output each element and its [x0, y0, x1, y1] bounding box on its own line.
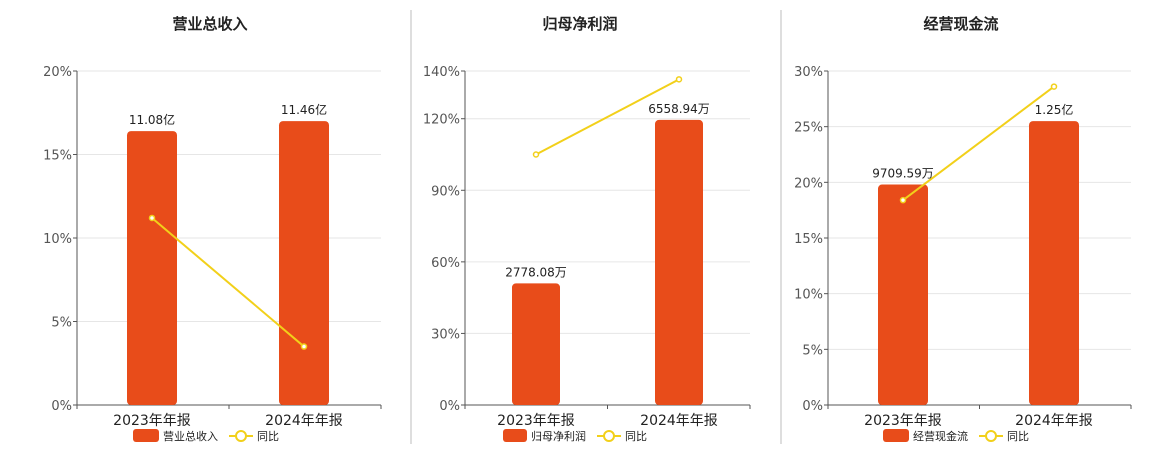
x-tick-label: 2023年年报 [864, 413, 942, 429]
chart-title: 经营现金流 [923, 15, 998, 33]
legend: 营业总收入 同比 [133, 429, 279, 443]
bar-data-label: 2778.08万 [505, 265, 567, 279]
legend-swatch-bar[interactable] [503, 429, 527, 442]
x-tick-label: 2024年年报 [1015, 413, 1093, 429]
yoy-point[interactable] [148, 214, 156, 222]
y-tick-label: 15% [43, 149, 72, 164]
y-tick-label: 30% [431, 327, 460, 342]
legend-swatch-bar[interactable] [883, 429, 909, 442]
yoy-point[interactable] [532, 151, 540, 158]
legend-label-bar: 经营现金流 [913, 429, 968, 443]
legend-label-line: 同比 [1007, 430, 1029, 443]
chart-panel-2: 归母净利润 0% 30% 60% 90% 120% 140% 2778.08万 6558.94万… [423, 15, 751, 443]
bar[interactable] [512, 283, 560, 405]
y-tick-label: 140% [423, 65, 460, 80]
y-tick-label: 10% [794, 288, 823, 303]
legend-label-line: 同比 [257, 430, 279, 443]
bar-data-label: 6558.94万 [648, 102, 710, 116]
bar[interactable] [878, 184, 928, 405]
chart-panel-1: 营业总收入 0% 5% 10% 15% 20% 11.08亿 11.46亿 2023年年报 202… [43, 15, 382, 443]
x-tick-label: 2024年年报 [640, 413, 718, 429]
yoy-line [535, 78, 680, 156]
bar[interactable] [279, 121, 329, 405]
legend-label-line: 同比 [625, 430, 647, 443]
x-tick-label: 2023年年报 [497, 413, 575, 429]
legend-swatch-marker [235, 430, 247, 442]
yoy-point[interactable] [1050, 83, 1058, 90]
bar-data-label: 9709.59万 [872, 167, 934, 181]
y-tick-label: 0% [802, 399, 823, 414]
legend-label-bar: 归母净利润 [531, 429, 586, 443]
yoy-point[interactable] [899, 196, 907, 204]
y-tick-label: 25% [794, 121, 823, 136]
x-tick-label: 2023年年报 [113, 413, 191, 429]
legend: 归母净利润 同比 [503, 429, 647, 443]
y-tick-label: 30% [794, 65, 823, 80]
y-tick-label: 120% [423, 113, 460, 128]
chart-panel-3: 经营现金流 0% 5% 10% 15% 20% 25% 30% 9709.59万 1.25亿 202… [794, 15, 1132, 443]
yoy-point[interactable] [300, 343, 308, 350]
chart-title: 归母净利润 [542, 15, 617, 33]
bar-data-label: 1.25亿 [1035, 102, 1074, 117]
y-tick-label: 10% [43, 232, 72, 247]
bar[interactable] [1029, 121, 1079, 405]
bar[interactable] [655, 119, 703, 406]
legend-swatch-marker [603, 430, 615, 442]
y-tick-label: 90% [431, 184, 460, 199]
yoy-line [902, 85, 1055, 201]
y-tick-label: 20% [43, 65, 72, 80]
y-tick-label: 5% [51, 316, 72, 331]
legend-swatch-marker [985, 430, 997, 442]
y-tick-label: 5% [802, 343, 823, 358]
y-tick-label: 20% [794, 176, 823, 191]
yoy-point[interactable] [675, 76, 683, 83]
legend: 经营现金流 同比 [883, 429, 1029, 443]
bar-data-label: 11.08亿 [129, 112, 175, 127]
chart-title: 营业总收入 [172, 15, 247, 33]
y-tick-label: 0% [439, 399, 460, 414]
bar[interactable] [127, 131, 177, 405]
bar-data-label: 11.46亿 [281, 102, 327, 117]
legend-label-bar: 营业总收入 [163, 429, 218, 443]
y-tick-label: 0% [51, 399, 72, 414]
yoy-line [151, 217, 305, 348]
legend-swatch-bar[interactable] [133, 429, 159, 442]
y-tick-label: 15% [794, 232, 823, 247]
x-tick-label: 2024年年报 [265, 413, 343, 429]
y-tick-label: 60% [431, 256, 460, 271]
